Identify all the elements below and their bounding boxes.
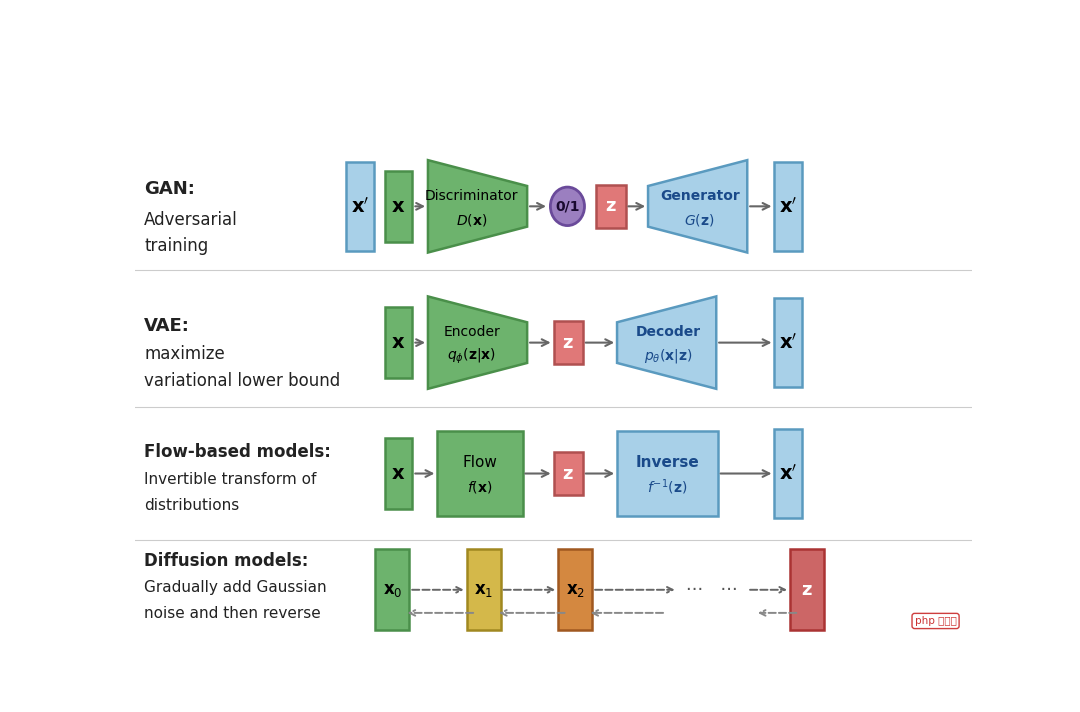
- Text: $p_{\theta}(\mathbf{x}|\mathbf{z})$: $p_{\theta}(\mathbf{x}|\mathbf{z})$: [645, 347, 693, 365]
- Polygon shape: [648, 160, 747, 253]
- Text: variational lower bound: variational lower bound: [145, 372, 340, 390]
- Bar: [774, 162, 802, 251]
- Text: Decoder: Decoder: [636, 325, 701, 339]
- Bar: [384, 171, 413, 242]
- Text: $\mathbf{z}$: $\mathbf{z}$: [563, 334, 575, 352]
- Text: php 中文网: php 中文网: [915, 616, 957, 626]
- Text: VAE:: VAE:: [145, 317, 190, 335]
- Text: Discriminator: Discriminator: [424, 189, 518, 202]
- Text: Diffusion models:: Diffusion models:: [145, 553, 309, 570]
- Text: GAN:: GAN:: [145, 180, 195, 199]
- Text: $q_{\phi}(\mathbf{z}|\mathbf{x})$: $q_{\phi}(\mathbf{z}|\mathbf{x})$: [447, 347, 496, 366]
- Text: noise and then reverse: noise and then reverse: [145, 606, 321, 621]
- Text: $\mathbf{z}$: $\mathbf{z}$: [605, 197, 617, 215]
- Bar: [467, 550, 501, 630]
- Bar: [375, 550, 409, 630]
- Bar: [596, 185, 625, 228]
- Text: $D(\mathbf{x})$: $D(\mathbf{x})$: [456, 212, 487, 228]
- Polygon shape: [617, 296, 716, 389]
- Text: $\mathbf{z}$: $\mathbf{z}$: [563, 464, 575, 483]
- Text: $\mathbf{x}_2$: $\mathbf{x}_2$: [566, 581, 584, 599]
- Text: Flow: Flow: [462, 455, 497, 470]
- Text: maximize: maximize: [145, 345, 225, 363]
- Text: ···   ···: ··· ···: [687, 581, 739, 599]
- Text: Adversarial: Adversarial: [145, 211, 238, 229]
- Text: $f^{-1}(\mathbf{z})$: $f^{-1}(\mathbf{z})$: [647, 478, 688, 497]
- Bar: [774, 298, 802, 387]
- Text: $G(\mathbf{z})$: $G(\mathbf{z})$: [685, 212, 715, 228]
- Bar: [789, 550, 824, 630]
- Text: Encoder: Encoder: [443, 325, 500, 339]
- Bar: [774, 429, 802, 518]
- Text: $\mathbf{x}$: $\mathbf{x}$: [391, 197, 406, 216]
- Bar: [437, 431, 523, 516]
- Text: $f(\mathbf{x})$: $f(\mathbf{x})$: [468, 479, 492, 496]
- Text: $\mathbf{x}_1$: $\mathbf{x}_1$: [474, 581, 494, 599]
- Bar: [346, 162, 374, 251]
- Text: $\mathbf{x}'$: $\mathbf{x}'$: [351, 197, 369, 216]
- Text: training: training: [145, 237, 208, 256]
- Text: 0/1: 0/1: [555, 199, 580, 214]
- Bar: [617, 431, 718, 516]
- Text: $\mathbf{x}'$: $\mathbf{x}'$: [779, 464, 797, 483]
- Bar: [384, 307, 413, 378]
- Text: Inverse: Inverse: [635, 455, 700, 470]
- Ellipse shape: [551, 187, 584, 226]
- Text: $\mathbf{x}$: $\mathbf{x}$: [391, 333, 406, 352]
- Polygon shape: [428, 296, 527, 389]
- Text: Flow-based models:: Flow-based models:: [145, 443, 332, 461]
- Polygon shape: [428, 160, 527, 253]
- Bar: [554, 321, 583, 364]
- Text: Invertible transform of: Invertible transform of: [145, 472, 316, 487]
- Text: $\mathbf{x}'$: $\mathbf{x}'$: [779, 197, 797, 216]
- Bar: [384, 438, 413, 509]
- Bar: [558, 550, 592, 630]
- Text: $\mathbf{z}$: $\mathbf{z}$: [801, 581, 813, 599]
- Text: $\mathbf{x}$: $\mathbf{x}$: [391, 464, 406, 483]
- Text: Gradually add Gaussian: Gradually add Gaussian: [145, 580, 327, 595]
- Text: Generator: Generator: [660, 189, 740, 202]
- Text: $\mathbf{x}'$: $\mathbf{x}'$: [779, 333, 797, 352]
- Bar: [554, 452, 583, 495]
- Text: distributions: distributions: [145, 498, 240, 513]
- Text: $\mathbf{x}_0$: $\mathbf{x}_0$: [382, 581, 402, 599]
